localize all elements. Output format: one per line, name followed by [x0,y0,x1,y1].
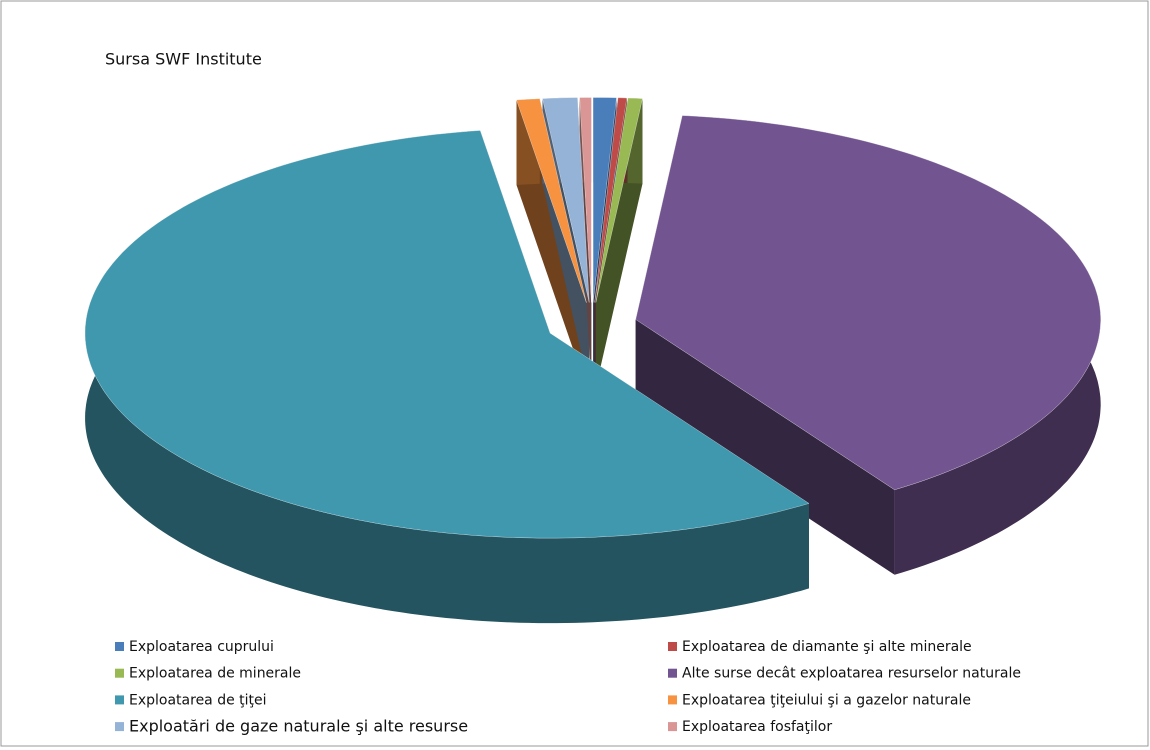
legend-swatch [668,668,677,678]
legend-swatch [115,642,124,651]
legend-label: Exploatarea fosfaţilor [682,719,832,735]
chart-title: Sursa SWF Institute [105,50,262,69]
slice [84,130,810,539]
slice [542,97,590,303]
slice [516,98,587,303]
slice-cut-face [635,319,895,575]
legend-label: Exploatări de gaze naturale şi alte resu… [129,717,468,736]
legend-swatch [668,695,677,705]
legend-label: Exploatarea cuprului [129,639,274,655]
legend-swatch [115,668,124,678]
legend-swatch [115,695,124,705]
legend-label: Exploatarea ţiţeiului şi a gazelor natur… [682,692,971,708]
slice [595,97,643,303]
slice [579,97,592,303]
slice [594,97,627,303]
legend-swatch [115,722,124,732]
slice [635,115,1101,490]
legend-label: Exploatarea de minerale [129,666,301,682]
legend-swatch [668,642,677,651]
legend-label: Alte surse decât exploatarea resurselor … [682,666,1021,682]
slice [592,97,617,303]
legend-label: Exploatarea de diamante şi alte minerale [682,639,972,655]
legend-label: Exploatarea de ţiţei [129,692,267,708]
legend-swatch [668,722,677,732]
